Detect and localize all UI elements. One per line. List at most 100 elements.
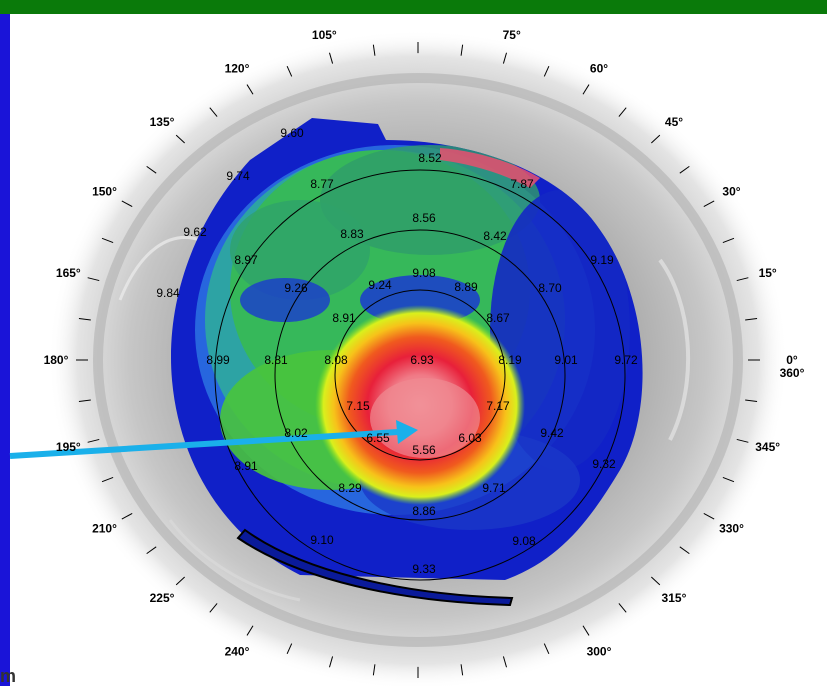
- curvature-color-map: [170, 118, 643, 580]
- tick-mark: [502, 52, 507, 64]
- degree-label: 345°: [755, 440, 780, 454]
- curvature-value: 8.42: [483, 229, 507, 243]
- degree-label: 165°: [56, 266, 81, 280]
- degree-tick-marks: [76, 41, 760, 679]
- curvature-value: 9.60: [280, 126, 304, 140]
- tick-mark: [736, 277, 749, 282]
- curvature-value: 8.56: [412, 211, 436, 225]
- curvature-value: 8.67: [486, 311, 510, 325]
- degree-label: 300°: [587, 645, 612, 659]
- tick-mark: [121, 513, 133, 520]
- tick-mark: [329, 656, 334, 668]
- degree-label: 210°: [92, 521, 117, 535]
- tick-mark: [209, 107, 218, 117]
- zone-rings: [214, 169, 626, 581]
- corneal-rim-band: [236, 528, 514, 607]
- curvature-value: 8.08: [324, 353, 348, 367]
- tick-mark: [703, 513, 715, 520]
- curvature-value: 8.81: [264, 353, 288, 367]
- tick-mark: [372, 44, 376, 56]
- curvature-value: 9.24: [368, 278, 392, 292]
- tick-mark: [679, 165, 690, 174]
- degree-labels: 0°360° 15° 30° 45° 60° 75° 105° 120° 135° 150° 165…: [44, 28, 805, 659]
- brand-logo-fragment: m: [0, 666, 17, 686]
- tick-mark: [543, 65, 550, 77]
- tick-mark: [679, 546, 690, 555]
- curvature-value: 8.86: [412, 504, 436, 518]
- curvature-value: 9.42: [540, 426, 564, 440]
- curvature-value: 8.02: [284, 426, 308, 440]
- curvature-values: 9.60 8.52 9.74 8.77 7.87 8.56 9.62 8.83 8.42 8.97…: [156, 126, 638, 576]
- tick-mark: [175, 134, 185, 144]
- curvature-value: 9.08: [512, 534, 536, 548]
- degree-label: 315°: [662, 591, 687, 605]
- curvature-value: 9.26: [284, 281, 308, 295]
- degree-label: 180°: [44, 353, 69, 367]
- curvature-value: 8.91: [332, 311, 356, 325]
- curvature-value: 9.10: [310, 533, 334, 547]
- curvature-value: 9.84: [156, 286, 180, 300]
- top-title-bar: [0, 0, 827, 14]
- curvature-value: 8.70: [538, 281, 562, 295]
- tick-mark: [460, 44, 464, 56]
- degree-label: 225°: [150, 591, 175, 605]
- tick-mark: [651, 576, 661, 586]
- curvature-value: 9.01: [554, 353, 578, 367]
- tick-mark: [101, 476, 114, 483]
- left-side-bar: [0, 14, 10, 686]
- degree-label: 30°: [722, 185, 740, 199]
- curvature-value: 8.29: [338, 481, 362, 495]
- tick-mark: [286, 65, 293, 77]
- curvature-value: 9.08: [412, 266, 436, 280]
- curvature-value: 8.91: [234, 459, 258, 473]
- degree-label: 60°: [590, 61, 608, 75]
- curvature-value: 8.89: [454, 280, 478, 294]
- degree-label: 240°: [225, 645, 250, 659]
- curvature-value: 7.87: [510, 177, 534, 191]
- tick-mark: [146, 546, 157, 555]
- curvature-value: 9.74: [226, 169, 250, 183]
- curvature-value: 9.19: [590, 253, 614, 267]
- pointer-arrow: [9, 420, 418, 459]
- tick-mark: [329, 52, 334, 64]
- tick-mark: [87, 277, 100, 282]
- curvature-value: 7.15: [346, 399, 370, 413]
- tick-mark: [121, 200, 133, 207]
- curvature-value: 9.32: [592, 457, 616, 471]
- tick-mark: [286, 643, 293, 655]
- tick-mark: [175, 576, 185, 586]
- tick-mark: [78, 317, 91, 321]
- curvature-value: 8.19: [498, 353, 522, 367]
- tick-mark: [209, 603, 218, 613]
- tick-mark: [502, 656, 507, 668]
- curvature-value: 5.56: [412, 443, 436, 457]
- curvature-value: 9.33: [412, 562, 436, 576]
- tick-mark: [745, 399, 758, 403]
- degree-label: 135°: [150, 115, 175, 129]
- curvature-value: 8.99: [206, 353, 230, 367]
- curvature-value: 9.72: [614, 353, 638, 367]
- tick-mark: [246, 625, 254, 636]
- tick-mark: [246, 84, 254, 95]
- curvature-value: 6.55: [366, 431, 390, 445]
- curvature-value: 7.17: [486, 399, 510, 413]
- tick-mark: [651, 134, 661, 144]
- tick-mark: [736, 438, 749, 443]
- tick-mark: [87, 438, 100, 443]
- tick-mark: [78, 399, 91, 403]
- curvature-value: 8.77: [310, 177, 334, 191]
- degree-label: 330°: [719, 521, 744, 535]
- degree-label: 105°: [312, 28, 337, 42]
- tick-mark: [582, 625, 590, 636]
- tick-mark: [460, 664, 464, 676]
- tick-mark: [101, 237, 114, 244]
- tick-mark: [582, 84, 590, 95]
- degree-label: 360°: [780, 366, 805, 380]
- degree-label: 45°: [665, 115, 683, 129]
- tick-mark: [618, 603, 627, 613]
- tick-mark: [372, 664, 376, 676]
- tick-mark: [722, 237, 735, 244]
- tick-mark: [618, 107, 627, 117]
- degree-label: 195°: [56, 440, 81, 454]
- tick-mark: [722, 476, 735, 483]
